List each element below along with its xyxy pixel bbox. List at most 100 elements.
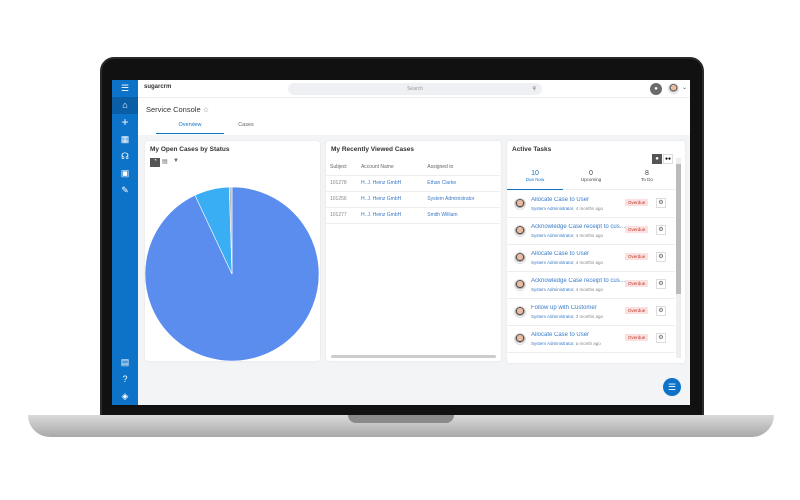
menu-fab-button[interactable]: ☰	[663, 378, 681, 396]
laptop-base	[28, 415, 774, 437]
cell[interactable]: Ethan Clarke	[423, 175, 500, 192]
task-name[interactable]: Acknowledge Case receipt to customer	[531, 224, 627, 230]
cell[interactable]: 101256	[326, 191, 357, 208]
search-icon: ⚲	[532, 86, 536, 92]
task-user[interactable]: System Administrator	[531, 287, 574, 292]
task-time: , 4 months ago	[573, 233, 604, 238]
task-meta: System Administrator, a month ago	[531, 341, 601, 346]
task-time: , 4 months ago	[573, 206, 604, 211]
help-icon[interactable]: ?	[122, 374, 128, 384]
gear-icon[interactable]: ⚙	[656, 198, 666, 208]
pie-view-icon[interactable]: ◔	[150, 158, 160, 167]
avatar	[514, 225, 526, 237]
menu-icon[interactable]: ☰	[120, 83, 130, 93]
star-icon[interactable]: ☆	[202, 107, 209, 114]
tab-label: Upcoming	[580, 177, 602, 182]
task-name[interactable]: Allocate Case to User	[531, 197, 590, 203]
task-name[interactable]: Allocate Case to User	[531, 251, 590, 257]
calendar-icon[interactable]: ▣	[120, 168, 130, 178]
cell[interactable]: System Administrator	[423, 191, 500, 208]
table-row[interactable]: 101256 H. J. Heinz GmbH System Administrat…	[326, 191, 500, 208]
table-header: Subject Account Name Assigned to	[326, 159, 500, 176]
tab-cases[interactable]: Cases	[238, 122, 254, 128]
cell[interactable]: 101278	[326, 175, 357, 192]
status-badge: Overdue	[625, 307, 649, 314]
cell[interactable]: Smith William	[423, 207, 500, 224]
filter-icon[interactable]: ▼	[173, 158, 179, 164]
pie-slice-2[interactable]	[228, 186, 233, 275]
avatar	[514, 306, 526, 318]
home-icon[interactable]: ⌂	[112, 97, 138, 114]
task-item[interactable]: Allocate Case to User System Administrat…	[507, 326, 675, 353]
task-meta: System Administrator, 4 months ago	[531, 206, 603, 211]
tab-label: To Do	[641, 177, 653, 182]
table-row[interactable]: 101277 H. J. Heinz GmbH Smith William	[326, 207, 500, 224]
user-avatar[interactable]	[668, 83, 679, 94]
task-name[interactable]: Acknowledge Case receipt to customer	[531, 278, 627, 284]
recent-cases-dashlet: My Recently Viewed Cases Subject Account …	[326, 141, 501, 361]
logo: sugarcrm	[144, 84, 172, 90]
cell[interactable]: H. J. Heinz GmbH	[356, 175, 424, 192]
cell[interactable]: 101277	[326, 207, 357, 224]
headset-icon[interactable]: ☊	[121, 151, 129, 161]
task-item[interactable]: Acknowledge Case receipt to customer Sys…	[507, 272, 675, 299]
task-item[interactable]: Allocate Case to User System Administrat…	[507, 191, 675, 218]
grid-icon[interactable]: ▦	[120, 134, 130, 144]
tab-due-now[interactable]: 10 Due Now	[507, 170, 563, 190]
gear-icon[interactable]: ⚙	[656, 225, 666, 235]
status-badge: Overdue	[625, 334, 649, 341]
table-row[interactable]: 101278 H. J. Heinz GmbH Ethan Clarke	[326, 175, 500, 192]
tasks-tabs: 10 Due Now 0 Upcoming 8 To Do	[507, 170, 677, 190]
plus-icon[interactable]: +	[121, 115, 129, 129]
tab-count: 8	[645, 170, 649, 177]
task-meta: System Administrator, 4 months ago	[531, 260, 603, 265]
chevron-down-icon[interactable]: ⌄	[682, 85, 688, 91]
tab-count: 10	[531, 170, 539, 177]
horizontal-scrollbar[interactable]	[331, 355, 496, 358]
tab-upcoming[interactable]: 0 Upcoming	[563, 170, 619, 190]
sidebar-nav: ☰ ⌂ + ▦ ☊ ▣ ✎ ▤ ? ◈	[112, 80, 138, 405]
task-item[interactable]: Allocate Case to User System Administrat…	[507, 245, 675, 272]
my-tasks-icon[interactable]: ●	[652, 154, 662, 164]
gear-icon[interactable]: ⚙	[656, 279, 666, 289]
status-badge: Overdue	[625, 253, 649, 260]
vertical-scrollbar[interactable]	[676, 158, 681, 358]
page-header: Service Console ☆ Overview Cases	[138, 98, 690, 135]
pie-slice-0[interactable]	[145, 186, 320, 361]
column-header[interactable]: Assigned to	[423, 159, 500, 176]
cell[interactable]: H. J. Heinz GmbH	[356, 191, 424, 208]
screen: ☰ ⌂ + ▦ ☊ ▣ ✎ ▤ ? ◈ sugarcrm Search ⚲ ● ⌄…	[112, 80, 690, 405]
notification-icon[interactable]: ●	[650, 83, 662, 95]
task-item[interactable]: Follow up with Customer System Administr…	[507, 299, 675, 326]
task-user[interactable]: System Administrator	[531, 260, 574, 265]
layers-icon[interactable]: ◈	[121, 391, 129, 401]
edit-icon[interactable]: ✎	[121, 185, 129, 195]
table-view-icon[interactable]: ▤	[162, 159, 168, 165]
gear-icon[interactable]: ⚙	[656, 333, 666, 343]
gear-icon[interactable]: ⚙	[656, 306, 666, 316]
task-user[interactable]: System Administrator	[531, 233, 574, 238]
open-cases-dashlet: My Open Cases by Status ◔ ▤ ▼	[145, 141, 320, 361]
gear-icon[interactable]: ⚙	[656, 252, 666, 262]
tab-to-do[interactable]: 8 To Do	[619, 170, 675, 190]
column-header[interactable]: Account Name	[356, 159, 424, 176]
cell[interactable]: H. J. Heinz GmbH	[356, 207, 424, 224]
team-tasks-icon[interactable]: ●●	[663, 154, 673, 164]
task-time: , 3 months ago	[573, 314, 604, 319]
tab-overview[interactable]: Overview	[156, 122, 224, 134]
task-list: Allocate Case to User System Administrat…	[507, 191, 677, 363]
laptop-notch	[348, 415, 454, 423]
task-item[interactable]: Acknowledge Case receipt to customer Sys…	[507, 218, 675, 245]
search-input[interactable]: Search ⚲	[288, 83, 542, 95]
task-user[interactable]: System Administrator	[531, 341, 574, 346]
page-title: Service Console ☆	[146, 105, 209, 114]
task-user[interactable]: System Administrator	[531, 206, 574, 211]
tab-label: Due Now	[525, 177, 545, 182]
column-header[interactable]: Subject	[326, 159, 357, 176]
task-name[interactable]: Allocate Case to User	[531, 332, 590, 338]
task-time: , a month ago	[573, 341, 601, 346]
task-user[interactable]: System Administrator	[531, 314, 574, 319]
document-icon[interactable]: ▤	[120, 357, 130, 367]
task-name[interactable]: Follow up with Customer	[531, 305, 597, 311]
